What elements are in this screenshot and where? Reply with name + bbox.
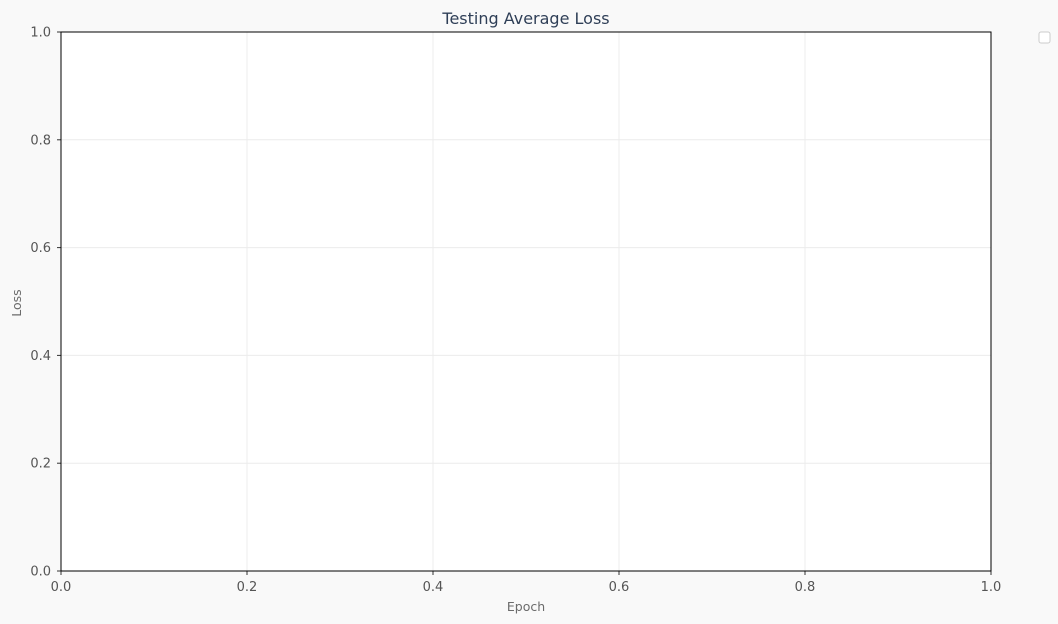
x-tick-label: 0.0	[51, 580, 72, 595]
y-axis: 0.0 0.2 0.4 0.6 0.8 1.0	[30, 26, 61, 580]
x-tick-label: 0.6	[609, 580, 630, 595]
y-tick-label: 0.4	[30, 349, 51, 364]
y-tick-label: 0.2	[30, 457, 51, 472]
y-axis-label: Loss	[9, 289, 24, 316]
plot-frame	[60, 31, 992, 572]
y-tick-label: 0.6	[30, 241, 51, 256]
y-tick-label: 0.0	[30, 565, 51, 580]
x-tick-label: 0.8	[795, 580, 816, 595]
x-tick-label: 0.2	[237, 580, 258, 595]
chart-title: Testing Average Loss	[441, 9, 609, 28]
grid	[61, 32, 991, 571]
x-axis: 0.0 0.2 0.4 0.6 0.8 1.0	[51, 571, 1002, 595]
x-axis-label: Epoch	[507, 599, 545, 614]
plot-area	[60, 31, 992, 572]
y-tick-label: 0.8	[30, 133, 51, 148]
legend	[1038, 31, 1051, 44]
x-tick-label: 1.0	[981, 580, 1002, 595]
x-tick-label: 0.4	[423, 580, 444, 595]
y-tick-label: 1.0	[30, 26, 51, 41]
